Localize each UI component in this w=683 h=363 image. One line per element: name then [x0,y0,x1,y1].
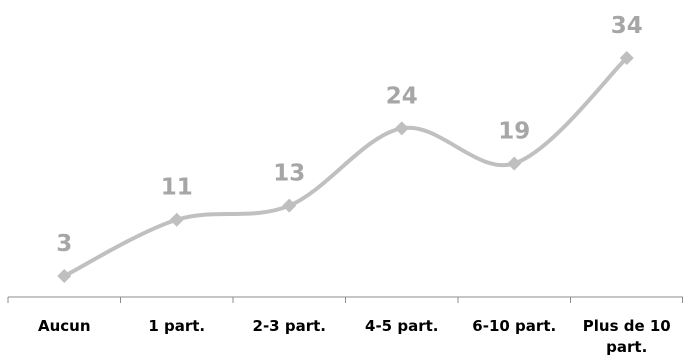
x-tick-label-6: Plus de 10 part. [583,317,671,356]
data-label-1: 3 [56,231,72,257]
data-label-4: 24 [386,83,418,109]
data-label-5: 19 [498,118,530,144]
data-point-marker-2 [169,212,184,227]
data-point-marker-5 [507,156,522,171]
data-label-2: 11 [161,175,193,201]
x-tick-label-4: 4-5 part. [365,317,438,335]
x-tick-label-1: Aucun [38,317,91,335]
x-axis [7,296,683,303]
series-line-group [62,56,629,278]
data-point-marker-3 [282,198,297,213]
x-tick-label-5: 6-10 part. [472,317,556,335]
x-tick-label-2: 1 part. [148,317,205,335]
series-line [62,56,629,278]
data-label-3: 13 [273,161,305,187]
x-tick-labels: Aucun 1 part. 2-3 part. 4-5 part. 6-10 part.… [38,317,671,356]
data-labels: 3 11 13 24 19 34 [56,13,643,257]
data-point-marker-6 [619,51,634,65]
data-point-marker-4 [394,121,409,136]
data-point-marker-1 [57,269,72,283]
data-label-6: 34 [611,13,643,39]
x-tick-label-3: 2-3 part. [253,317,326,335]
markers [57,51,634,283]
